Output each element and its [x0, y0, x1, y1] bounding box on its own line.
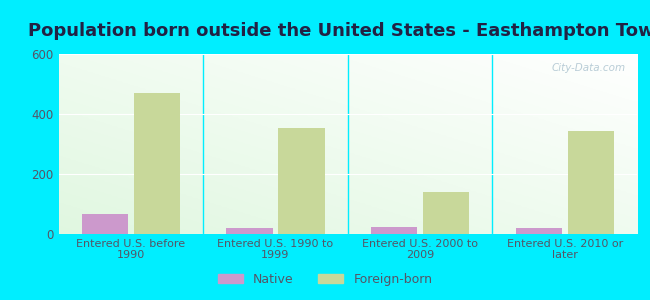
- Bar: [82, 214, 128, 234]
- Text: Population born outside the United States - Easthampton Town: Population born outside the United State…: [28, 22, 650, 40]
- Legend: Native, Foreign-born: Native, Foreign-born: [213, 268, 437, 291]
- Bar: [226, 228, 272, 234]
- Bar: [515, 228, 562, 234]
- Bar: [134, 93, 180, 234]
- Bar: [423, 192, 469, 234]
- Bar: [567, 130, 614, 234]
- Text: City-Data.com: City-Data.com: [551, 63, 625, 73]
- Bar: [371, 226, 417, 234]
- Bar: [278, 128, 324, 234]
